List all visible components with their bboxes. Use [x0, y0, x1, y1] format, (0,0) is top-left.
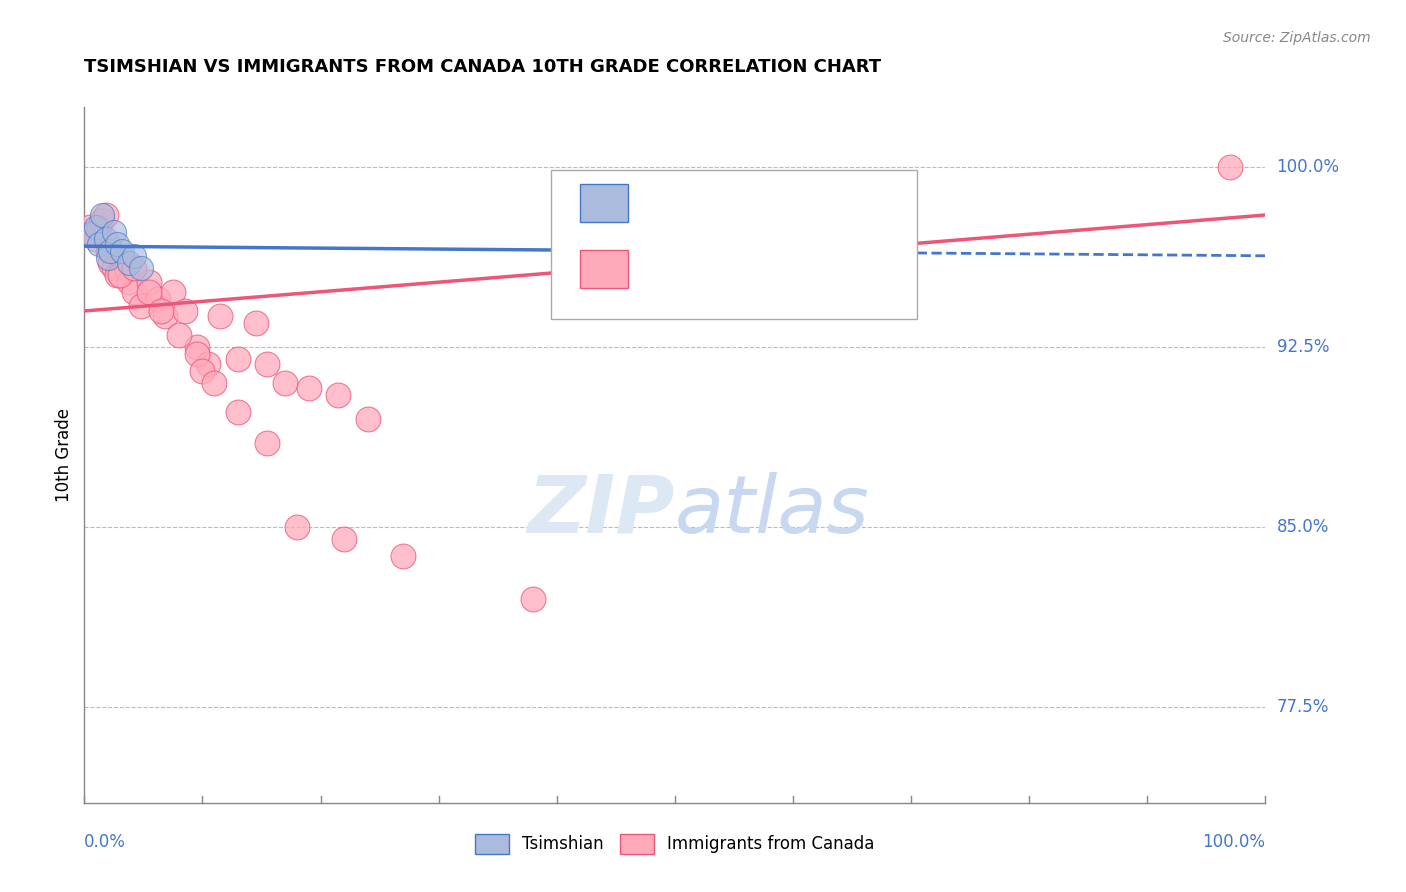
Point	[153, 309, 176, 323]
Point	[285, 520, 308, 534]
Text: 77.5%: 77.5%	[1277, 698, 1329, 716]
Point	[118, 256, 141, 270]
Point	[357, 412, 380, 426]
Point	[91, 212, 114, 227]
Text: 100.0%: 100.0%	[1277, 158, 1340, 176]
Point	[274, 376, 297, 390]
Legend: Tsimshian, Immigrants from Canada: Tsimshian, Immigrants from Canada	[468, 827, 882, 861]
Point	[107, 236, 129, 251]
Text: -0.031: -0.031	[675, 194, 728, 212]
Point	[97, 244, 120, 258]
Point	[146, 292, 169, 306]
Point	[98, 244, 121, 258]
Point	[129, 260, 152, 275]
Point	[186, 340, 208, 354]
Point	[94, 232, 117, 246]
Point	[209, 309, 232, 323]
Point	[202, 376, 225, 390]
Point	[97, 251, 120, 265]
Point	[118, 275, 141, 289]
Point	[162, 285, 184, 299]
Point	[226, 405, 249, 419]
FancyBboxPatch shape	[551, 169, 917, 319]
Point	[79, 219, 101, 234]
Text: 0.0%: 0.0%	[84, 833, 127, 851]
FancyBboxPatch shape	[581, 184, 627, 222]
Text: atlas: atlas	[675, 472, 870, 549]
Text: 46: 46	[782, 260, 803, 278]
Text: 0.119: 0.119	[675, 260, 728, 278]
Text: R =: R =	[640, 260, 675, 278]
Point	[84, 232, 107, 246]
Point	[91, 208, 114, 222]
Text: 100.0%: 100.0%	[1202, 833, 1265, 851]
Point	[328, 388, 350, 402]
Point	[817, 256, 839, 270]
Point	[245, 316, 267, 330]
Point	[173, 304, 195, 318]
Text: 92.5%: 92.5%	[1277, 338, 1329, 356]
Point	[79, 227, 101, 242]
Y-axis label: 10th Grade: 10th Grade	[55, 408, 73, 502]
Point	[138, 275, 160, 289]
Point	[83, 227, 105, 242]
Text: 15: 15	[782, 194, 803, 212]
FancyBboxPatch shape	[581, 250, 627, 288]
Text: N =: N =	[745, 260, 783, 278]
Text: 85.0%: 85.0%	[1277, 518, 1329, 536]
Point	[782, 251, 804, 265]
Point	[197, 357, 219, 371]
Point	[256, 357, 278, 371]
Point	[111, 244, 134, 258]
Point	[122, 249, 145, 263]
Point	[122, 260, 145, 275]
Point	[111, 251, 134, 265]
Point	[1219, 160, 1241, 174]
Point	[191, 364, 214, 378]
Text: ZIP: ZIP	[527, 472, 675, 549]
Point	[138, 285, 160, 299]
Point	[256, 436, 278, 450]
Point	[84, 219, 107, 234]
Point	[103, 260, 125, 275]
Point	[150, 304, 173, 318]
Point	[333, 532, 356, 546]
Point	[129, 299, 152, 313]
Point	[108, 268, 131, 282]
Point	[298, 381, 321, 395]
Point	[97, 236, 120, 251]
Point	[392, 549, 415, 563]
Point	[167, 328, 190, 343]
Text: R =: R =	[640, 194, 675, 212]
Point	[94, 208, 117, 222]
Point	[107, 268, 129, 282]
Text: Source: ZipAtlas.com: Source: ZipAtlas.com	[1223, 31, 1371, 45]
Point	[186, 347, 208, 361]
Point	[98, 256, 121, 270]
Point	[87, 236, 110, 251]
Point	[103, 225, 125, 239]
Point	[122, 285, 145, 299]
Text: N =: N =	[745, 194, 783, 212]
Point	[522, 591, 544, 606]
Point	[87, 219, 110, 234]
Point	[114, 260, 136, 275]
Text: TSIMSHIAN VS IMMIGRANTS FROM CANADA 10TH GRADE CORRELATION CHART: TSIMSHIAN VS IMMIGRANTS FROM CANADA 10TH…	[84, 58, 882, 76]
Point	[226, 351, 249, 366]
